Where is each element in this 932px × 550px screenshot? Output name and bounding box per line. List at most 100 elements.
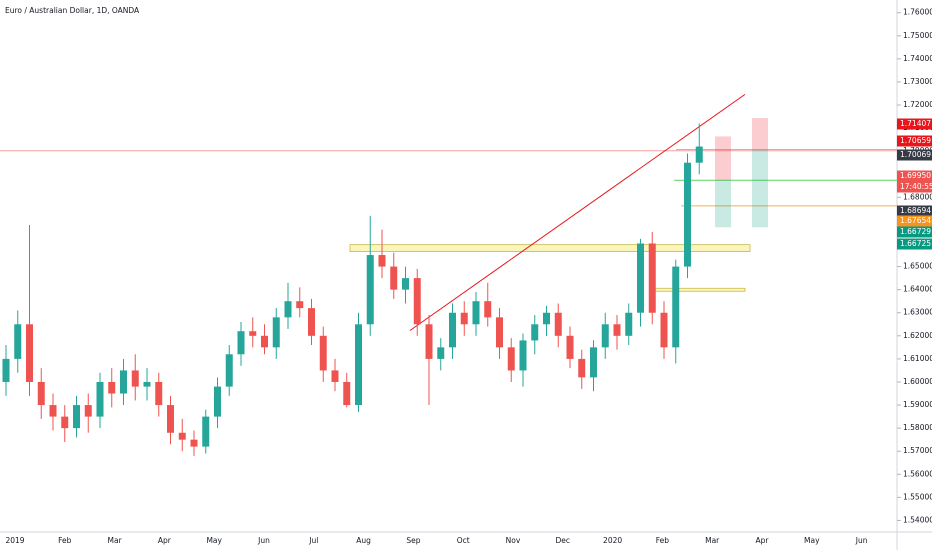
y-tick-label: 1.68000 bbox=[903, 192, 932, 201]
candle-body bbox=[308, 308, 315, 336]
candle-body bbox=[648, 243, 656, 313]
candle-body bbox=[519, 340, 527, 371]
candle-body bbox=[543, 312, 550, 325]
support-zone bbox=[349, 244, 751, 252]
x-tick-label: Jun bbox=[855, 536, 868, 545]
candle-body bbox=[496, 317, 503, 348]
candle-body bbox=[343, 381, 351, 406]
candle-body bbox=[355, 324, 362, 406]
candle-body bbox=[61, 416, 69, 429]
y-tick-label: 1.56000 bbox=[903, 469, 932, 478]
y-tick-label: 1.62000 bbox=[903, 331, 932, 340]
candle-body bbox=[590, 347, 597, 378]
x-tick-label: Jun bbox=[257, 536, 270, 545]
candle-body bbox=[625, 312, 633, 336]
candle-body bbox=[214, 386, 221, 417]
candle-body bbox=[202, 416, 210, 447]
y-tick-label: 1.74000 bbox=[903, 54, 932, 63]
candle-body bbox=[449, 312, 456, 348]
price-label: 1.67654 bbox=[900, 216, 931, 225]
candle-body bbox=[249, 331, 257, 336]
x-tick-label: Mar bbox=[108, 536, 123, 545]
candle-body bbox=[237, 331, 245, 355]
price-label: 1.70659 bbox=[900, 136, 931, 145]
candle-body bbox=[190, 439, 198, 447]
candle-body bbox=[2, 358, 10, 382]
position-loss bbox=[752, 117, 768, 150]
candle-body bbox=[660, 312, 668, 348]
y-tick-label: 1.72000 bbox=[903, 100, 932, 109]
x-tick-label: Aug bbox=[356, 536, 371, 545]
candle-body bbox=[695, 146, 703, 163]
position-profit bbox=[752, 149, 768, 228]
y-tick-label: 1.64000 bbox=[903, 285, 932, 294]
candle-body bbox=[613, 324, 621, 336]
candle-body bbox=[108, 381, 116, 394]
support-zone bbox=[649, 287, 746, 292]
x-tick-label: 2019 bbox=[5, 536, 24, 545]
y-tick-label: 1.73000 bbox=[903, 77, 932, 86]
y-tick-label: 1.59000 bbox=[903, 400, 932, 409]
candle-body bbox=[402, 278, 409, 290]
candle-body bbox=[601, 324, 609, 348]
position-profit bbox=[715, 180, 731, 228]
x-tick-label: Jul bbox=[308, 536, 318, 545]
price-label-bg bbox=[897, 226, 932, 238]
candle-body bbox=[37, 381, 45, 406]
price-label: 1.70069 bbox=[900, 150, 931, 159]
x-tick-label: Oct bbox=[457, 536, 470, 545]
y-tick-label: 1.54000 bbox=[903, 515, 932, 524]
price-label-bg bbox=[897, 181, 932, 193]
x-tick-label: 2020 bbox=[603, 536, 622, 545]
x-tick-label: Mar bbox=[705, 536, 720, 545]
x-tick-label: Feb bbox=[58, 536, 72, 545]
x-tick-label: Sep bbox=[406, 536, 420, 545]
candle-body bbox=[261, 335, 268, 348]
candle-body bbox=[531, 324, 539, 341]
candle-body bbox=[554, 312, 562, 336]
candle-body bbox=[178, 432, 186, 440]
candle-body bbox=[26, 324, 33, 382]
candle-body bbox=[73, 405, 80, 429]
candle-body bbox=[507, 347, 515, 371]
x-tick-label: Nov bbox=[506, 536, 521, 545]
candle-body bbox=[49, 405, 57, 417]
candle-body bbox=[390, 266, 398, 290]
candle-body bbox=[131, 370, 139, 387]
candle-body bbox=[120, 370, 127, 394]
candle-body bbox=[484, 301, 492, 318]
candle-body bbox=[284, 301, 292, 318]
y-tick-label: 1.55000 bbox=[903, 492, 932, 501]
price-label: 1.71407 bbox=[900, 119, 931, 128]
x-tick-label: Apr bbox=[756, 536, 770, 545]
y-tick-label: 1.63000 bbox=[903, 308, 932, 317]
price-label: 1.66725 bbox=[900, 239, 931, 248]
candle-body bbox=[566, 335, 574, 359]
candle-body bbox=[143, 381, 151, 387]
price-label-bg bbox=[897, 238, 932, 250]
candle-body bbox=[672, 266, 680, 348]
candle-body bbox=[272, 317, 280, 348]
price-label: 17:40:55 bbox=[900, 182, 932, 191]
y-tick-label: 1.60000 bbox=[903, 377, 932, 386]
price-label: 1.69950 bbox=[900, 171, 931, 180]
candle-body bbox=[155, 381, 163, 406]
price-label-bg bbox=[897, 149, 932, 161]
y-tick-label: 1.58000 bbox=[903, 423, 932, 432]
price-label: 1.66729 bbox=[900, 227, 931, 236]
chart-title: Euro / Australian Dollar, 1D, OANDA bbox=[5, 6, 140, 15]
position-loss bbox=[715, 136, 731, 181]
y-tick-label: 1.76000 bbox=[903, 8, 932, 17]
candle-body bbox=[472, 301, 480, 325]
trendline bbox=[409, 93, 746, 331]
y-tick-label: 1.75000 bbox=[903, 31, 932, 40]
price-label-bg bbox=[897, 135, 932, 147]
y-tick-label: 1.57000 bbox=[903, 446, 932, 455]
candle-body bbox=[413, 278, 421, 325]
candle-body bbox=[460, 312, 468, 325]
x-tick-label: May bbox=[206, 536, 222, 545]
y-tick-label: 1.65000 bbox=[903, 262, 932, 271]
price-label-bg bbox=[897, 205, 932, 217]
y-tick-label: 1.61000 bbox=[903, 354, 932, 363]
